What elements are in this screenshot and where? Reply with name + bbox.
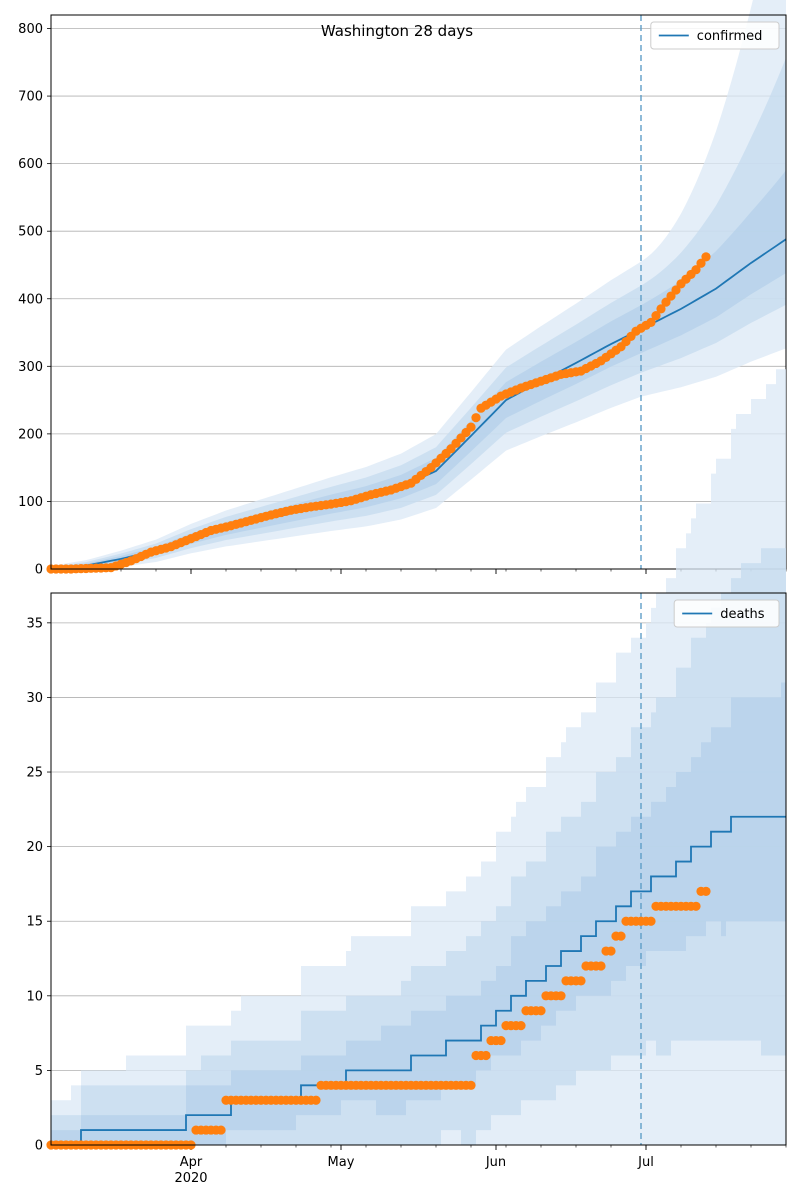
deaths-point	[556, 991, 566, 1001]
confirmed-point	[661, 297, 671, 307]
deaths-point	[536, 1006, 546, 1016]
chart-title: Washington 28 days	[321, 22, 473, 40]
deaths-point	[596, 961, 606, 971]
confirmed-point	[471, 413, 481, 423]
deaths-point	[646, 916, 656, 926]
y-tick-label: 0	[35, 563, 43, 578]
deaths-point	[576, 976, 586, 986]
x-tick-label: Jun	[485, 1155, 506, 1170]
confirmed-point	[651, 311, 661, 321]
legend-label: deaths	[720, 607, 765, 622]
deaths-point	[496, 1035, 506, 1046]
y-tick-label: 200	[18, 427, 43, 442]
uncertainty-band	[51, 170, 786, 569]
uncertainty-band	[51, 682, 786, 1145]
y-tick-label: 700	[18, 90, 43, 105]
deaths-point	[606, 946, 616, 956]
x-tick-sublabel: 2020	[174, 1171, 207, 1186]
y-tick-label: 400	[18, 292, 43, 307]
y-tick-label: 20	[26, 840, 43, 855]
deaths-point	[516, 1021, 526, 1031]
y-tick-label: 10	[26, 989, 43, 1004]
y-tick-label: 300	[18, 360, 43, 375]
x-tick-label: May	[328, 1155, 355, 1170]
y-tick-label: 500	[18, 225, 43, 240]
deaths-point	[691, 901, 701, 911]
y-tick-label: 5	[35, 1064, 43, 1079]
y-tick-label: 100	[18, 495, 43, 510]
confirmed-point	[701, 252, 711, 262]
confirmed-point	[666, 291, 676, 301]
legend-label: confirmed	[697, 29, 763, 44]
deaths-point	[481, 1050, 491, 1061]
deaths-point	[701, 886, 711, 896]
confirmed-point	[691, 265, 701, 275]
deaths-point	[216, 1125, 226, 1135]
y-tick-label: 800	[18, 22, 43, 37]
y-tick-label: 0	[35, 1139, 43, 1154]
y-tick-label: 30	[26, 691, 43, 706]
deaths-median-line	[51, 815, 786, 1146]
confirmed-chart: 0 100 200 300 400 500 600 700 800 confirmed	[18, 0, 787, 578]
deaths-point	[616, 931, 626, 941]
deaths-point	[466, 1080, 476, 1090]
y-tick-label: 35	[26, 616, 43, 631]
x-tick-label: Jul	[637, 1155, 654, 1170]
axes-frame	[50, 592, 787, 1146]
legend-box	[650, 21, 780, 50]
deaths-point	[311, 1095, 321, 1105]
y-tick-label: 25	[26, 766, 43, 781]
confirmed-point	[656, 304, 666, 314]
axes-frame	[50, 14, 787, 570]
y-tick-label: 15	[26, 915, 43, 930]
uncertainty-band	[51, 0, 786, 569]
legend-box	[673, 599, 780, 628]
confirmed-point	[696, 258, 706, 268]
x-tick-label: Apr	[180, 1155, 203, 1170]
confirmed-point	[466, 422, 476, 432]
confirmed-point	[646, 317, 656, 328]
confirmed-point	[671, 285, 681, 295]
y-tick-label: 600	[18, 157, 43, 172]
